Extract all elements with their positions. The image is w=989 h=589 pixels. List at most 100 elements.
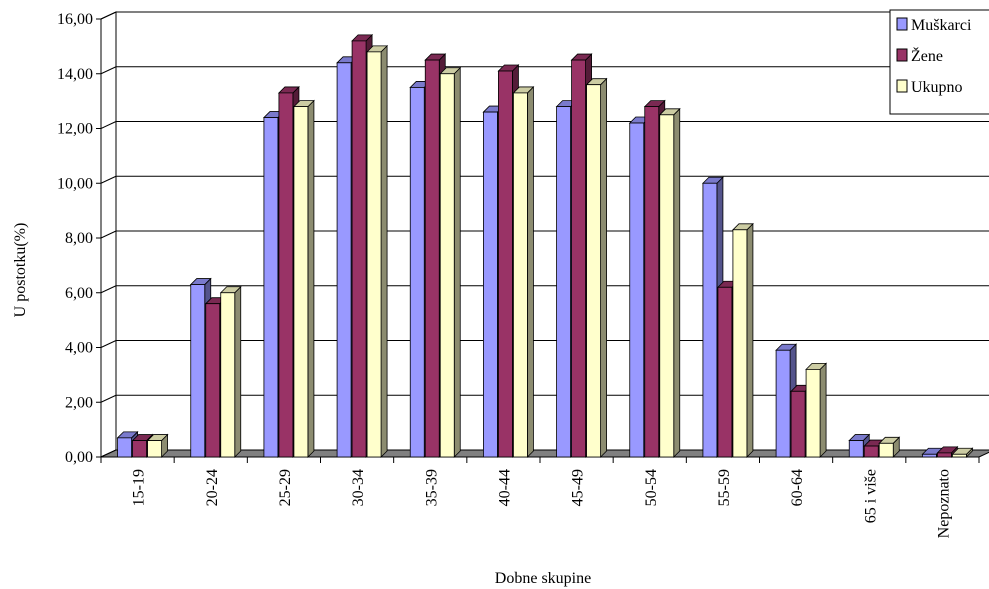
bar-front [483,111,498,458]
bar-front [351,40,367,458]
x-tick-label: 40-44 [496,469,513,506]
bar-front [336,62,352,458]
bar-front [556,106,571,458]
bar-front [922,453,937,458]
y-tick-label: 8,00 [65,230,93,247]
legend-label: Ukupno [911,79,963,96]
legend-label: Žene [911,46,943,65]
gridline-side [100,66,117,75]
bar-front [571,59,586,458]
x-tick-label: 35-39 [423,469,440,506]
bar-front [790,390,806,458]
x-tick-labels: 15-19 20-24 25-29 30-34 35-39 40-44 45-49 50-54… [131,469,953,538]
x-tick-label: 60-64 [789,469,806,506]
bar-side [527,85,534,458]
x-tick-label: Nepoznato [935,469,952,538]
bar-front [293,106,309,458]
y-tick-label: 2,00 [65,394,93,411]
bar-front [409,87,425,458]
y-axis-title: U postotku(%) [12,223,29,318]
legend-label: Muškarci [911,17,972,34]
bar [512,85,535,458]
bar [878,436,901,458]
y-tick-label: 0,00 [65,449,93,466]
bar-front [805,368,821,458]
gridline-side [100,121,117,129]
y-tick-label: 4,00 [65,340,93,357]
bar-front [732,229,748,458]
y-tick-label: 6,00 [65,285,93,302]
bar-front [717,286,733,458]
bar [292,99,315,458]
bar-front [190,284,206,458]
y-tick-label: 14,00 [57,66,93,83]
bar-front [644,106,660,458]
y-tick-labels: 0,00 2,00 4,00 6,00 8,00 10,00 12,00 14,00 16,00 [57,11,93,466]
bar-side [307,99,315,458]
bar [366,44,389,458]
bar-front [878,442,894,458]
gridline-side [100,230,117,239]
gridline-side [100,285,117,294]
bar-side [819,362,827,458]
bar-front [439,73,455,458]
bar [936,445,959,458]
bar-front [586,84,601,458]
bar-front [424,59,440,458]
x-tick-label: 25-29 [277,469,294,506]
bar-front [775,349,791,458]
y-tick-label: 10,00 [57,175,93,192]
bar-side [673,107,681,458]
bar-side [600,77,607,458]
bar [585,77,608,458]
x-tick-label: 45-49 [570,469,587,506]
x-tick-label: 50-54 [643,469,660,506]
bar-front [513,92,528,458]
y-tick-label: 16,00 [57,11,93,28]
y-tick-label: 12,00 [57,121,93,138]
bar [439,66,462,458]
bar-front [848,440,864,458]
gridline-side [100,175,117,184]
legend-swatch [896,48,908,62]
x-tick-label: 55-59 [716,469,733,506]
bar-front [366,51,382,458]
bar-front [659,114,675,458]
bar-side [746,222,754,458]
bar-side [380,44,388,458]
bar [219,285,242,458]
x-axis-title: Dobne skupine [495,570,591,587]
bar-front [278,92,294,458]
bar-side [453,66,461,458]
bar-front [263,117,279,458]
bar-front [863,445,879,458]
bar [805,362,828,458]
bar-front [205,303,221,458]
bar-front [498,70,513,458]
bar-front [629,122,645,458]
gridline-side [100,340,117,348]
bar-front [952,453,967,458]
bar-front [117,437,132,458]
bar-front [132,440,147,458]
bar [951,447,974,458]
bar [658,107,681,458]
legend: Muškarci Žene Ukupno [889,9,989,115]
bar [146,433,169,458]
x-tick-label: 20-24 [204,469,221,506]
x-tick-label: 65 i više [862,469,879,523]
gridline-side [100,394,117,403]
bar-front [702,182,718,458]
x-tick-label: 30-34 [350,469,367,506]
bar-front [937,452,952,458]
gridline-side [100,11,117,20]
x-tick-label: 15-19 [131,469,148,506]
bar-side [234,285,242,458]
bars [116,33,974,458]
legend-swatch [896,17,908,31]
axes [96,18,980,463]
bar-front [220,292,236,458]
bar-front [147,440,162,458]
bar [731,222,754,458]
